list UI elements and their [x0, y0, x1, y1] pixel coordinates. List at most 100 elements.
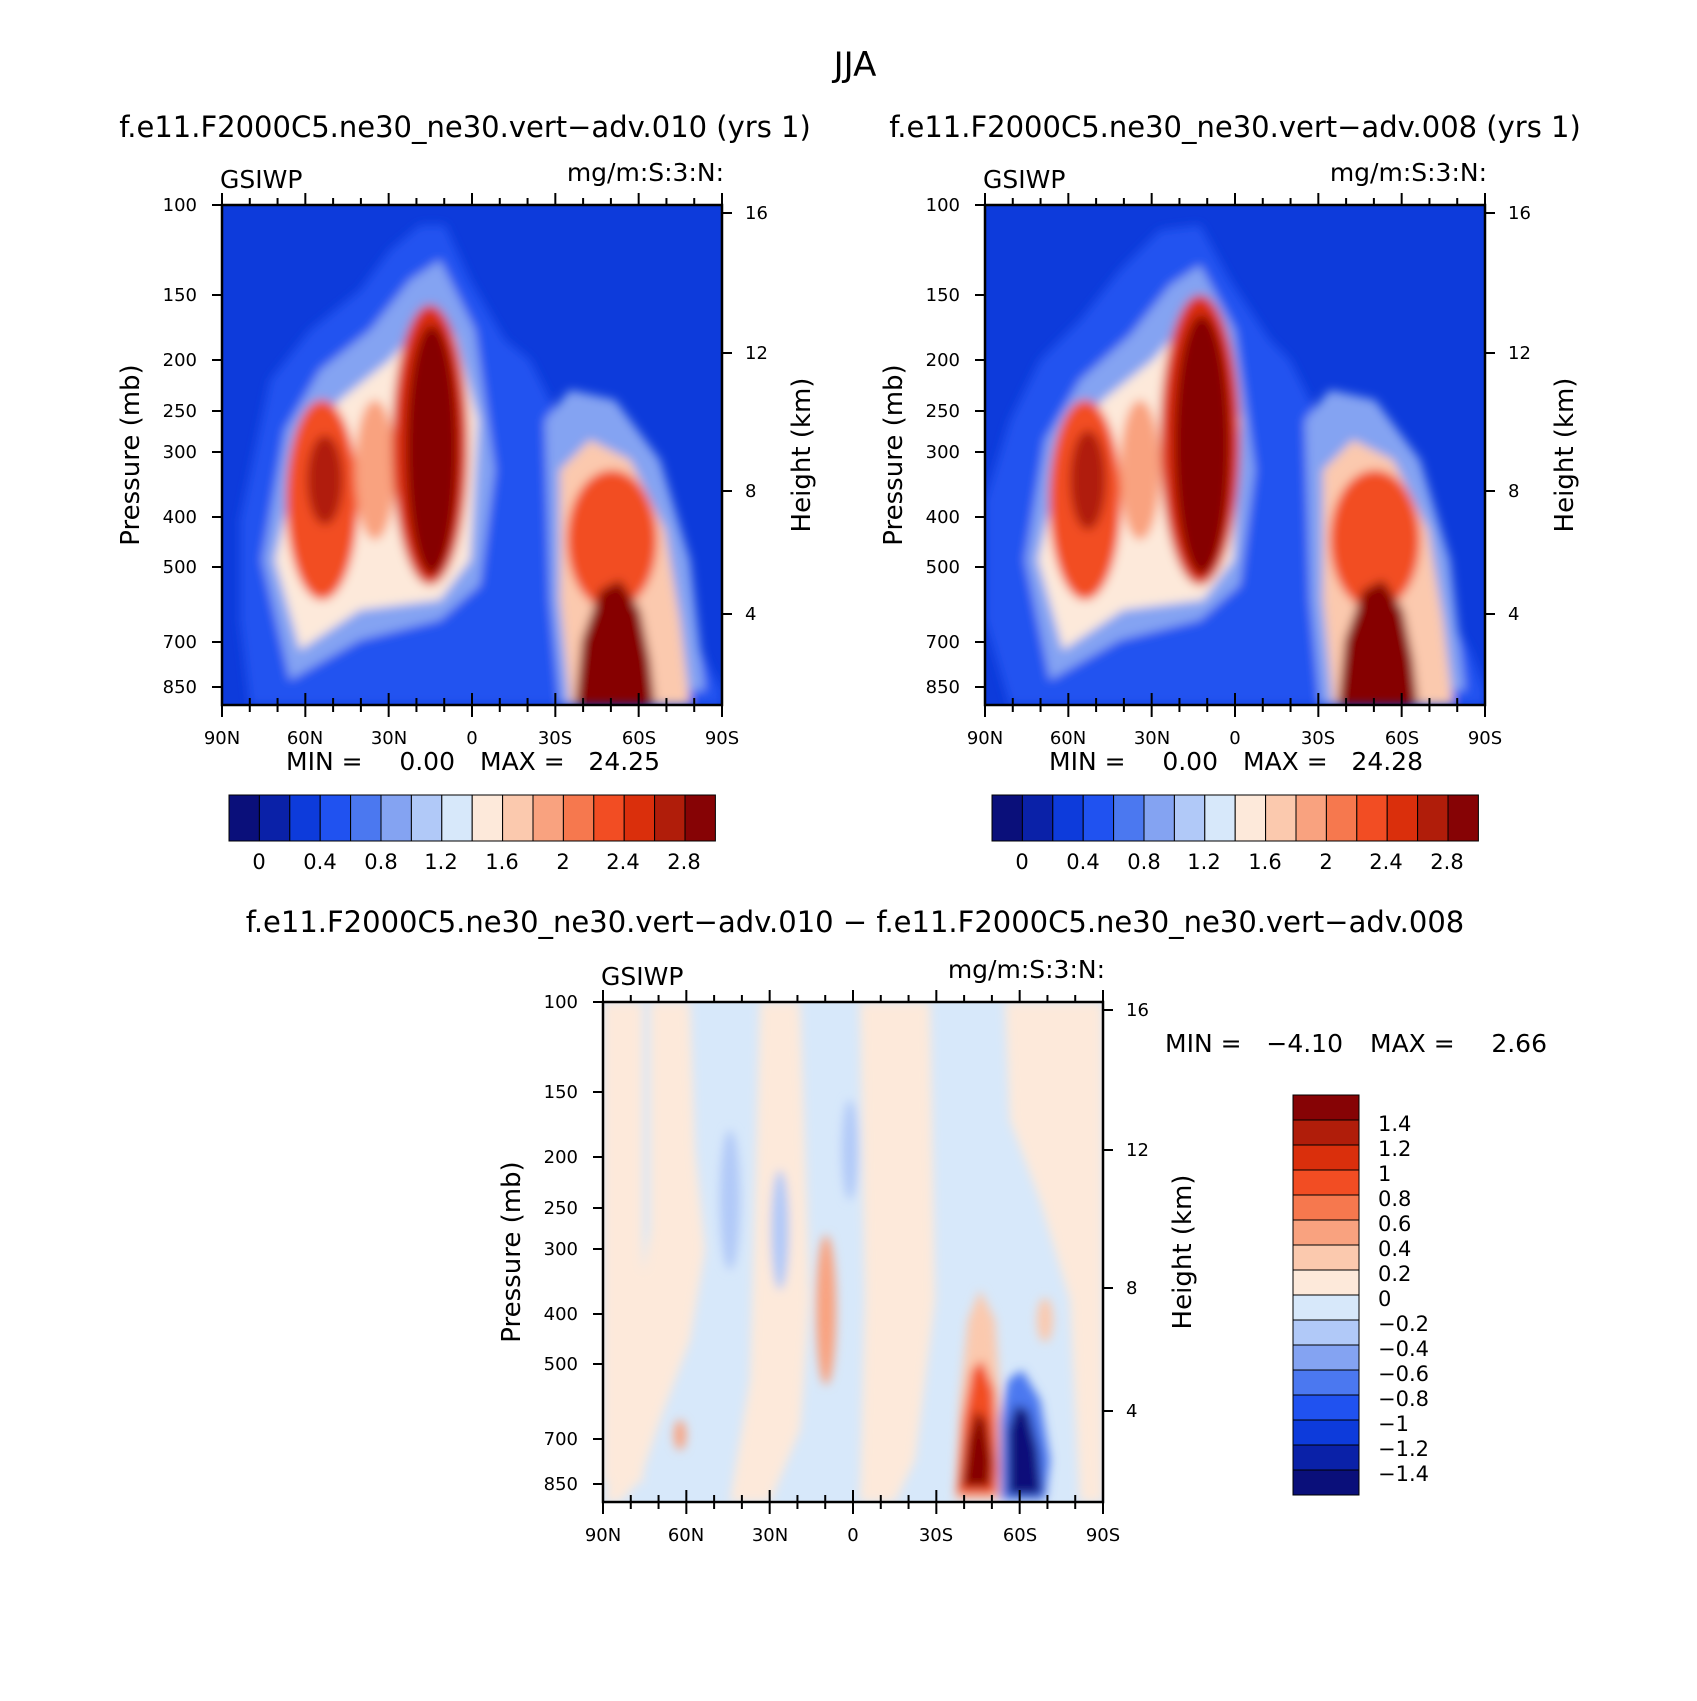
panel-2-south-core	[1330, 470, 1420, 610]
figure-title: JJA	[832, 45, 877, 85]
panel-3-xtick: 60N	[668, 1525, 704, 1546]
panel-2-field	[985, 205, 1485, 705]
panel-1-cbar-label: 2.8	[667, 850, 700, 874]
panel-3-colorbar	[1292, 1094, 1360, 1496]
panel-3-xtick: 90S	[1086, 1525, 1120, 1546]
panel-1-ytick: 700	[163, 632, 197, 653]
panel-1-minmax: MIN = 0.00 MAX = 24.25	[286, 747, 660, 776]
panel-3-pos-blob	[1037, 1298, 1053, 1342]
panel-2-south-peak	[1338, 580, 1418, 705]
panel-2-minmax: MIN = 0.00 MAX = 24.28	[1049, 747, 1423, 776]
panel-2-colorbar-labels: 0 0.4 0.8 1.2 1.6 2 2.4 2.8	[1015, 850, 1463, 874]
panel-2-xtick: 60N	[1050, 728, 1086, 749]
panel-2-ylabel: Pressure (mb)	[879, 364, 909, 545]
panel-2-mid-core	[1120, 400, 1160, 540]
panel-2-cbar-label: 1.2	[1187, 850, 1220, 874]
panel-3-cbar-label: 0.6	[1378, 1212, 1411, 1236]
panel-2-title: f.e11.F2000C5.ne30_ne30.vert−adv.008 (yr…	[889, 110, 1581, 144]
panel-1-cbar-label: 1.6	[485, 850, 518, 874]
panel-1-colorbar-box	[471, 794, 504, 842]
panel-3-cbar-label: 1.2	[1378, 1137, 1411, 1161]
panel-1-colorbar-box	[684, 794, 716, 842]
panel-2-colorbar-box	[991, 794, 1023, 842]
panel-2-colorbar-box	[1113, 794, 1145, 842]
panel-3-colorbar-box	[1292, 1444, 1360, 1471]
panel-3-neg-blob	[720, 1130, 740, 1270]
panel-1-cbar-label: 0.4	[303, 850, 336, 874]
panel-2-colorbar-box	[1021, 794, 1054, 842]
panel-2-ytick: 200	[926, 350, 960, 371]
panel-3-colorbar-box	[1292, 1144, 1360, 1171]
panel-3-cbar-label: 0.4	[1378, 1237, 1411, 1261]
panel-1-colorbar-box	[410, 794, 443, 842]
panel-2-ytick: 400	[926, 507, 960, 528]
panel-3-x-ticks: 90N 60N 30N 0 30S 60S 90S	[585, 1525, 1120, 1546]
panel-1-colorbar-box	[623, 794, 656, 842]
panel-1-left-peak	[307, 435, 343, 525]
panel-2-xtick: 60S	[1385, 728, 1419, 749]
panel-2-ytick: 100	[926, 195, 960, 216]
panel-3-min-value: −4.10	[1266, 1029, 1343, 1058]
panel-1-xtick: 30N	[371, 728, 407, 749]
panel-3-pos-band	[860, 1002, 935, 1502]
panel-3-ytick: 200	[544, 1147, 578, 1168]
panel-2-units-label: mg/m:S:3:N:	[1330, 158, 1487, 187]
panel-1-max-label: MAX =	[480, 747, 565, 776]
panel-2-colorbar	[991, 794, 1479, 842]
panel-3-ytick: 700	[544, 1429, 578, 1450]
panel-3-neg-blob	[771, 1170, 789, 1290]
panel-2-tropical-peak	[1174, 315, 1230, 575]
panel-2-y-ticks: 100 150 200 250 300 400 500 700 850	[926, 195, 960, 698]
panel-3-pos-band	[730, 1002, 810, 1502]
panel-3-y2label: Height (km)	[1168, 1175, 1198, 1330]
panel-3-neg-core	[1008, 1405, 1042, 1495]
panel-1-mid-core	[355, 400, 395, 540]
panel-3-min-label: MIN =	[1165, 1029, 1242, 1058]
panel-3-tick-marks	[593, 990, 1113, 1514]
panel-1-colorbar-box	[441, 794, 473, 842]
panel-3-cbar-label: 1.4	[1378, 1112, 1411, 1136]
panel-3-xtick: 60S	[1003, 1525, 1037, 1546]
panel-3-colorbar-box	[1292, 1344, 1360, 1371]
panel-1-colorbar-box	[319, 794, 352, 842]
panel-1-south-peak	[575, 580, 655, 705]
panel-2-cbar-label: 0.8	[1127, 850, 1160, 874]
panel-2-left-peak	[1070, 430, 1106, 530]
panel-2-colorbar-box	[1447, 794, 1479, 842]
panel-3-colorbar-box	[1292, 1244, 1360, 1271]
panel-1-ytick: 100	[163, 195, 197, 216]
panel-3-cbar-label: 1	[1378, 1162, 1391, 1186]
panel-1-cbar-label: 2.4	[606, 850, 639, 874]
panel-1-tropical-peak	[406, 325, 458, 575]
panel-3-xtick: 30S	[919, 1525, 953, 1546]
panel-3-max-label: MAX =	[1370, 1029, 1455, 1058]
panel-1-cbar-label: 2	[556, 850, 569, 874]
panel-3-colorbar-box	[1292, 1169, 1360, 1196]
panel-1-y2tick: 4	[745, 604, 756, 625]
panel-1-xtick: 60S	[622, 728, 656, 749]
panel-3-ytick: 500	[544, 1354, 578, 1375]
panel-2-cbar-label: 2	[1319, 850, 1332, 874]
panel-2-colorbar-box	[1417, 794, 1449, 842]
panel-3-units-label: mg/m:S:3:N:	[948, 955, 1105, 984]
panel-3-colorbar-box	[1292, 1094, 1360, 1121]
panel-2-ytick: 850	[926, 677, 960, 698]
panel-1-tick-marks	[212, 193, 732, 717]
panel-3-cbar-label: −0.4	[1378, 1337, 1429, 1361]
panel-3-cbar-label: −0.6	[1378, 1362, 1429, 1386]
panel-1-cbar-label: 0	[252, 850, 265, 874]
panel-1-units-label: mg/m:S:3:N:	[567, 158, 724, 187]
panel-2-cbar-label: 0	[1015, 850, 1028, 874]
panel-3-ytick: 400	[544, 1304, 578, 1325]
panel-1-xtick: 90S	[705, 728, 739, 749]
panel-1-y2tick: 8	[745, 481, 756, 502]
panel-1-field	[222, 205, 722, 705]
panel-2-x-ticks: 90N 60N 30N 0 30S 60S 90S	[967, 728, 1502, 749]
panel-3-cbar-label: −1.2	[1378, 1437, 1429, 1461]
panel-2-ytick: 500	[926, 557, 960, 578]
panel-2-xtick: 30N	[1134, 728, 1170, 749]
panel-1-variable-label: GSIWP	[220, 165, 302, 194]
panel-3-cbar-label: 0.8	[1378, 1187, 1411, 1211]
panel-1-ytick: 850	[163, 677, 197, 698]
panel-2-colorbar-box	[1386, 794, 1419, 842]
